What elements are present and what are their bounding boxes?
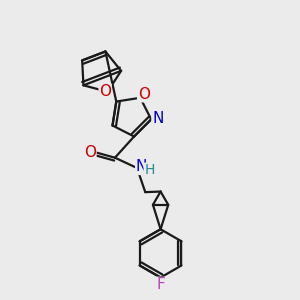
Text: O: O bbox=[84, 145, 96, 160]
Text: O: O bbox=[99, 84, 111, 99]
Text: F: F bbox=[156, 278, 165, 292]
Text: O: O bbox=[138, 87, 150, 102]
Text: H: H bbox=[144, 164, 154, 177]
Text: N: N bbox=[136, 159, 147, 174]
Text: N: N bbox=[152, 111, 164, 126]
